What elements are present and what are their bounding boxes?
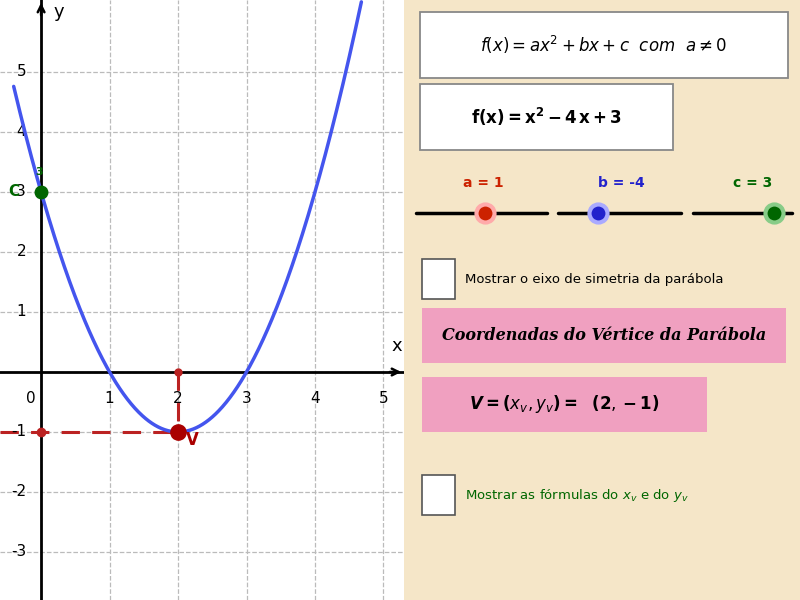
Text: C: C [8, 185, 19, 199]
Text: 1: 1 [16, 304, 26, 319]
Text: c = 3: c = 3 [733, 176, 772, 190]
FancyBboxPatch shape [420, 12, 788, 78]
Text: $f(x) = ax^2 + bx + c\ \ \mathit{com}\ \ a \neq 0$: $f(x) = ax^2 + bx + c\ \ \mathit{com}\ \… [480, 34, 728, 56]
Text: 1: 1 [105, 391, 114, 406]
Text: 3: 3 [242, 391, 251, 406]
Text: $\mathbf{f(x) = x^2 - 4\,x + 3}$: $\mathbf{f(x) = x^2 - 4\,x + 3}$ [470, 106, 622, 128]
Text: 4: 4 [16, 124, 26, 139]
Text: 5: 5 [16, 64, 26, 79]
Text: $\boldsymbol{V = (x_v, y_v) = \ \ (2,-1)}$: $\boldsymbol{V = (x_v, y_v) = \ \ (2,-1)… [469, 394, 659, 415]
Text: -3: -3 [10, 545, 26, 559]
FancyBboxPatch shape [422, 377, 707, 432]
Text: -2: -2 [11, 485, 26, 499]
Text: -1: -1 [11, 425, 26, 439]
FancyBboxPatch shape [422, 475, 455, 515]
Text: 2: 2 [16, 245, 26, 259]
Text: Mostrar o eixo de simetria da parábola: Mostrar o eixo de simetria da parábola [466, 272, 724, 286]
Text: Mostrar as fórmulas do $x_v$ e do $y_v$: Mostrar as fórmulas do $x_v$ e do $y_v$ [466, 487, 689, 503]
Text: Coordenadas do Vértice da Parábola: Coordenadas do Vértice da Parábola [442, 327, 766, 344]
FancyBboxPatch shape [422, 259, 455, 299]
Text: a = 1: a = 1 [463, 176, 503, 190]
Text: 3: 3 [36, 167, 43, 177]
Text: 5: 5 [378, 391, 388, 406]
Text: V: V [186, 431, 199, 449]
Text: 4: 4 [310, 391, 320, 406]
Text: 0: 0 [26, 391, 36, 406]
Text: b = -4: b = -4 [598, 176, 645, 190]
FancyBboxPatch shape [422, 308, 786, 363]
FancyBboxPatch shape [420, 84, 673, 150]
Text: 2: 2 [174, 391, 183, 406]
Text: 3: 3 [16, 185, 26, 199]
Text: y: y [54, 3, 64, 21]
Text: x: x [392, 337, 402, 355]
